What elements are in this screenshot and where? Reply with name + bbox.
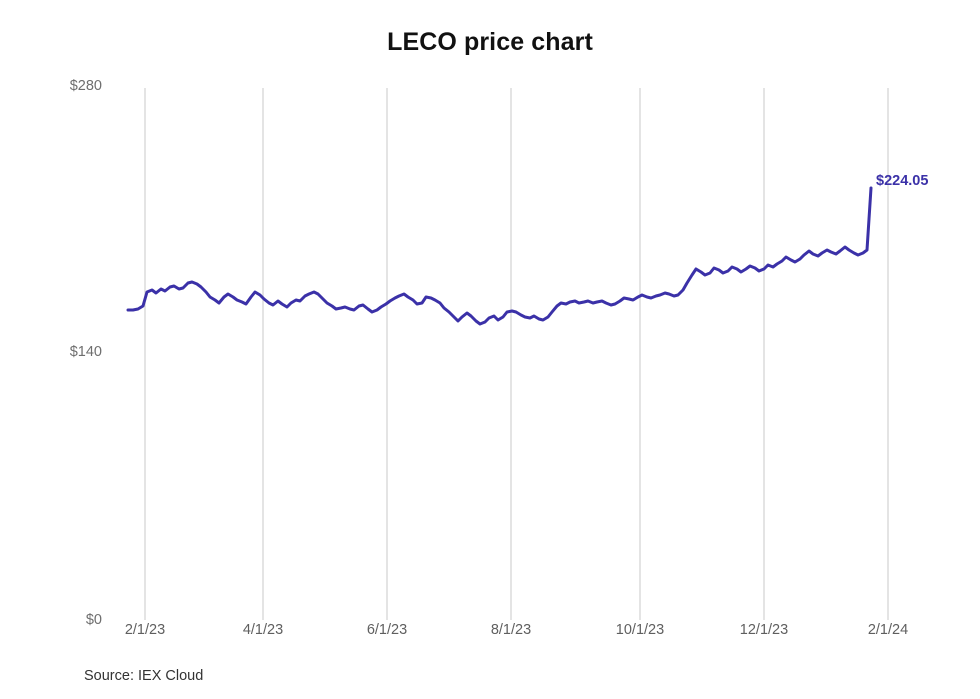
x-axis-tick-5: 12/1/23 (739, 622, 789, 638)
x-axis-tick-0: 2/1/23 (124, 622, 166, 638)
x-axis-tick-4: 10/1/23 (615, 622, 665, 638)
chart-title: LECO price chart (387, 28, 593, 56)
y-axis-tick-mid: $140 (69, 344, 102, 360)
x-axis-tick-2: 6/1/23 (366, 622, 408, 638)
y-axis-tick-bottom: $0 (85, 612, 102, 628)
gridlines (144, 88, 889, 620)
x-axis-tick-6: 2/1/24 (867, 622, 909, 638)
last-price-annotation: $224.05 (876, 173, 929, 189)
x-axis-tick-3: 8/1/23 (490, 622, 532, 638)
source-note: Source: IEX Cloud (84, 668, 204, 684)
y-axis-tick-top: $280 (69, 78, 102, 94)
price-line-series (126, 186, 873, 326)
x-axis-tick-1: 4/1/23 (242, 622, 284, 638)
